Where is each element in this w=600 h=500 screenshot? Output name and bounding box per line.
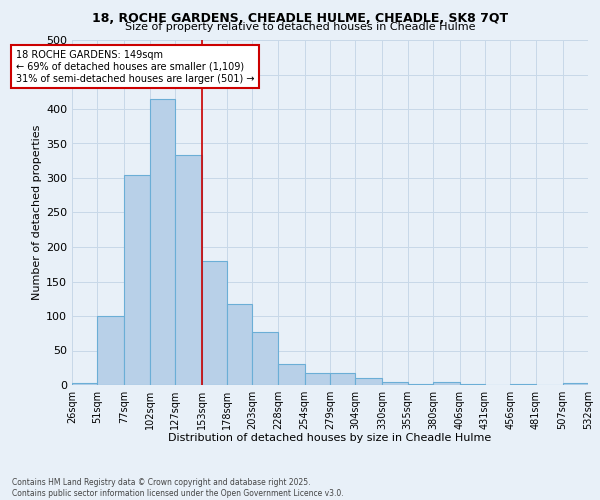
Bar (305, 374, 330, 385)
Bar (355, 378, 382, 385)
Bar (124, 174, 149, 385)
Bar (149, 98, 175, 385)
Bar (72, 383, 97, 385)
Bar (433, 382, 460, 385)
Bar (330, 372, 355, 385)
Text: Size of property relative to detached houses in Cheadle Hulme: Size of property relative to detached ho… (125, 22, 475, 32)
Bar (382, 382, 407, 385)
Bar (563, 383, 588, 385)
Text: 18, ROCHE GARDENS, CHEADLE HULME, CHEADLE, SK8 7QT: 18, ROCHE GARDENS, CHEADLE HULME, CHEADL… (92, 12, 508, 26)
Bar (175, 155, 202, 385)
X-axis label: Distribution of detached houses by size in Cheadle Hulme: Distribution of detached houses by size … (169, 434, 491, 444)
Bar (407, 384, 433, 385)
Text: 18 ROCHE GARDENS: 149sqm
← 69% of detached houses are smaller (1,109)
31% of sem: 18 ROCHE GARDENS: 149sqm ← 69% of detach… (16, 50, 254, 84)
Y-axis label: Number of detached properties: Number of detached properties (32, 125, 42, 300)
Bar (460, 384, 485, 385)
Bar (253, 332, 278, 385)
Text: Contains HM Land Registry data © Crown copyright and database right 2025.
Contai: Contains HM Land Registry data © Crown c… (12, 478, 344, 498)
Bar (227, 304, 253, 385)
Bar (97, 316, 124, 385)
Bar (511, 384, 536, 385)
Bar (202, 261, 227, 385)
Bar (278, 364, 305, 385)
